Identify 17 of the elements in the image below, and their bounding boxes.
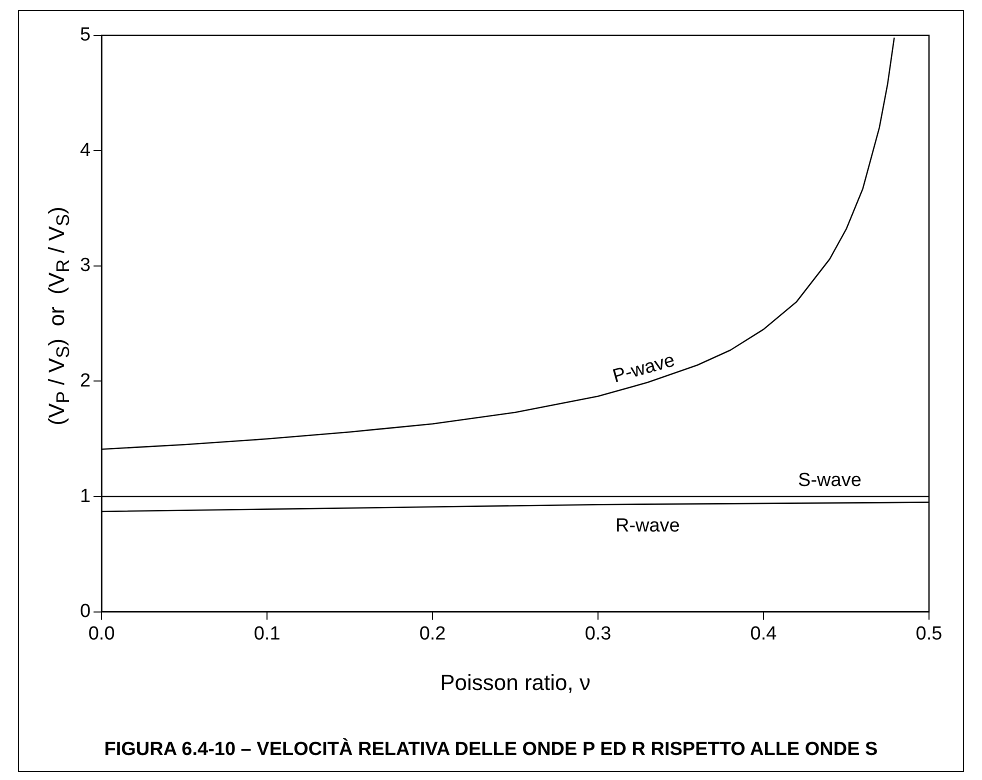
x-tick-label: 0.4 xyxy=(750,623,778,644)
x-tick-label: 0.3 xyxy=(584,623,612,644)
y-tick-label: 3 xyxy=(80,255,91,276)
x-tick-label: 0.1 xyxy=(254,623,280,644)
series-label: R-wave xyxy=(615,515,680,536)
y-tick-label: 4 xyxy=(80,140,91,161)
y-tick-label: 0 xyxy=(80,601,91,622)
x-axis-title: Poisson ratio, ν xyxy=(440,670,590,695)
series-label: S-wave xyxy=(798,470,862,491)
y-tick-label: 5 xyxy=(80,24,91,46)
y-tick-label: 1 xyxy=(80,486,91,507)
x-tick-label: 0.0 xyxy=(88,623,115,644)
text: FIGURA 6.4-10 – VELOCITÀ RELATIVA DELLE ONDE P ED R RISPETTO ALLE ONDE S xyxy=(103,739,879,761)
y-tick-label: 2 xyxy=(80,370,91,392)
x-tick-label: 0.2 xyxy=(419,623,446,644)
text: P-wave xyxy=(610,350,678,388)
x-tick-label: 0.5 xyxy=(916,623,942,644)
